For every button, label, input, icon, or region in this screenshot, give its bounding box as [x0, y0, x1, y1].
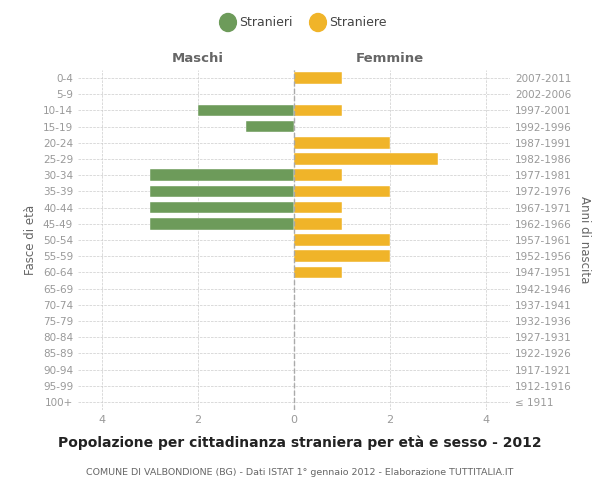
Bar — [294, 234, 390, 246]
Bar — [150, 170, 294, 181]
Bar — [294, 202, 342, 213]
Bar — [294, 186, 390, 198]
Bar — [294, 250, 390, 262]
Bar — [246, 121, 294, 132]
Y-axis label: Fasce di età: Fasce di età — [25, 205, 37, 275]
Bar — [198, 104, 294, 117]
Bar — [294, 137, 390, 148]
Bar — [294, 218, 342, 230]
Text: Maschi: Maschi — [172, 52, 224, 65]
Text: Popolazione per cittadinanza straniera per età e sesso - 2012: Popolazione per cittadinanza straniera p… — [58, 435, 542, 450]
Text: Straniere: Straniere — [329, 16, 386, 29]
Y-axis label: Anni di nascita: Anni di nascita — [578, 196, 591, 284]
Bar — [294, 153, 438, 165]
Bar — [150, 202, 294, 213]
Bar — [150, 218, 294, 230]
Text: Stranieri: Stranieri — [239, 16, 292, 29]
Bar — [294, 266, 342, 278]
Text: COMUNE DI VALBONDIONE (BG) - Dati ISTAT 1° gennaio 2012 - Elaborazione TUTTITALI: COMUNE DI VALBONDIONE (BG) - Dati ISTAT … — [86, 468, 514, 477]
Bar — [150, 186, 294, 198]
Bar — [294, 72, 342, 84]
Bar — [294, 170, 342, 181]
Bar — [294, 104, 342, 117]
Text: Femmine: Femmine — [356, 52, 424, 65]
